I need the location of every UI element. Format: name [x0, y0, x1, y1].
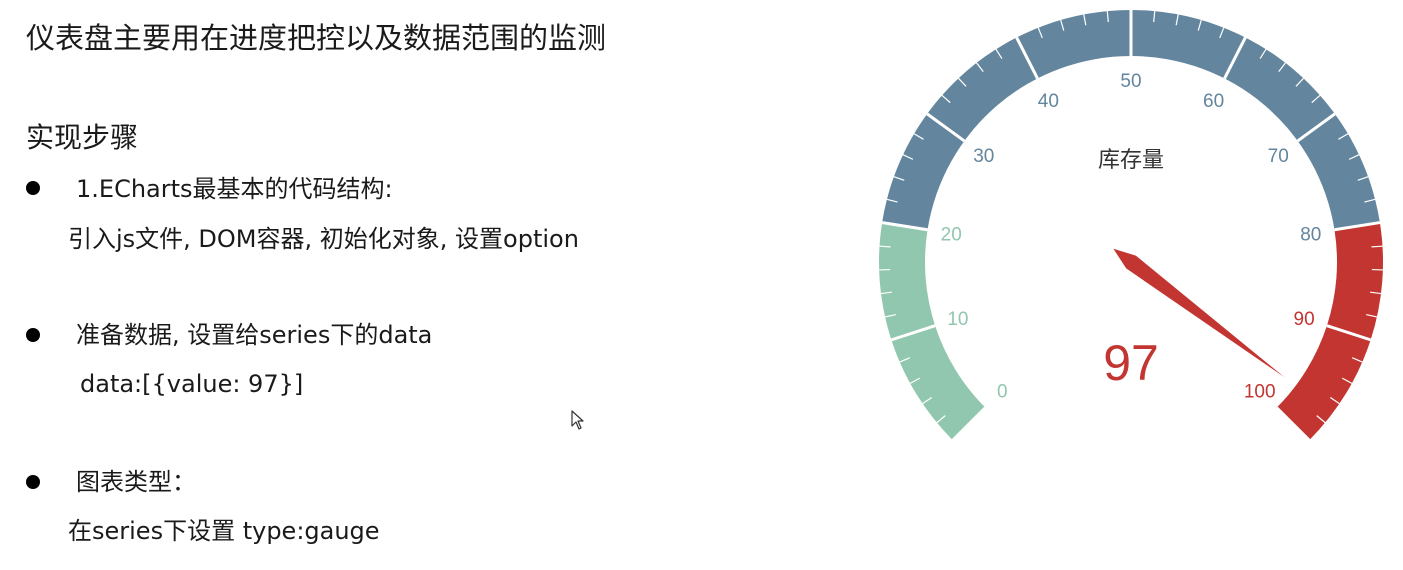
- gauge-minor-tick: [976, 62, 984, 72]
- instruction-panel: 仪表盘主要用在进度把控以及数据范围的监测 实现步骤 1.ECharts最基本的代…: [26, 21, 607, 545]
- gauge-tick-label: 0: [997, 382, 1008, 403]
- gauge-split-line: [1223, 36, 1247, 80]
- gauge-minor-tick: [886, 198, 898, 203]
- gauge-minor-tick: [1371, 245, 1383, 248]
- gauge-minor-tick: [1153, 11, 1156, 23]
- gauge-minor-tick: [1364, 198, 1376, 203]
- step-3-detail: 在series下设置 type:gauge: [68, 517, 380, 545]
- gauge-band-3: [1276, 222, 1383, 441]
- step-1-title: 1.ECharts最基本的代码结构:: [76, 175, 393, 203]
- gauge-tick-label: 50: [1120, 71, 1141, 92]
- gauge-minor-tick: [1329, 396, 1340, 405]
- gauge-pointer: [1113, 248, 1285, 377]
- gauge-minor-tick: [1357, 176, 1369, 181]
- gauge-minor-tick: [958, 77, 967, 87]
- gauge-minor-tick: [1175, 14, 1179, 26]
- gauge-minor-tick: [884, 313, 896, 318]
- gauge-pointer-group: [1113, 248, 1285, 377]
- gauge-split-line: [951, 406, 987, 442]
- gauge-minor-tick: [1338, 133, 1349, 140]
- gauge-tick-label: 30: [973, 146, 994, 167]
- gauge-chart: 0 10 20 30 40 50 60 70 80 90 100 库存量 97: [860, 0, 1403, 470]
- gauge-split-line: [1275, 406, 1311, 442]
- gauge-minor-tick: [1083, 14, 1087, 26]
- gauge-minor-tick: [1370, 291, 1382, 295]
- gauge-minor-tick: [1037, 27, 1043, 39]
- gauge-split-line: [1296, 112, 1336, 143]
- step-2-title: 准备数据, 设置给series下的data: [76, 321, 433, 349]
- gauge-minor-tick: [1311, 94, 1321, 104]
- gauge-tick-labels: 0 10 20 30 40 50 60 70 80 90 100: [941, 71, 1322, 403]
- gauge-band-1: [879, 222, 986, 441]
- gauge-tick-label: 40: [1038, 91, 1059, 112]
- gauge-minor-tick: [1295, 77, 1304, 87]
- bullet-2: [26, 328, 40, 342]
- gauge-value: 97: [1103, 335, 1159, 391]
- page-heading: 仪表盘主要用在进度把控以及数据范围的监测: [26, 21, 607, 55]
- gauge-tick-label: 100: [1244, 382, 1276, 403]
- gauge-tick-label: 70: [1268, 146, 1289, 167]
- step-1-detail: 引入js文件, DOM容器, 初始化对象, 设置option: [68, 225, 579, 253]
- gauge-split-line: [926, 112, 966, 143]
- gauge-tick-label: 20: [941, 225, 962, 246]
- gauge-tick-label: 90: [1294, 309, 1315, 330]
- gauge-split-line: [1015, 36, 1039, 80]
- gauge-minor-tick: [879, 245, 891, 248]
- gauge-minor-tick: [1348, 154, 1360, 160]
- gauge-minor-tick: [909, 377, 921, 384]
- gauge-minor-tick: [1366, 313, 1378, 318]
- gauge-minor-tick: [1316, 415, 1326, 424]
- gauge-minor-tick: [1219, 27, 1225, 39]
- gauge-minor-tick: [1259, 48, 1267, 59]
- gauge-ticks: [879, 10, 1383, 442]
- gauge-minor-tick: [880, 291, 892, 295]
- step-2-detail: data:[{value: 97}]: [80, 370, 304, 398]
- gauge-minor-tick: [913, 133, 924, 140]
- gauge-tick-label: 80: [1300, 225, 1321, 246]
- gauge-minor-tick: [995, 48, 1003, 59]
- gauge-axis-bands: [879, 9, 1383, 441]
- gauge-split-line: [1326, 324, 1372, 342]
- gauge-minor-tick: [899, 357, 911, 363]
- gauge-minor-tick: [1197, 19, 1202, 31]
- gauge-minor-tick: [1351, 357, 1363, 363]
- gauge-minor-tick: [893, 176, 905, 181]
- gauge-band-2: [882, 9, 1380, 230]
- gauge-minor-tick: [1341, 377, 1353, 384]
- gauge-minor-tick: [902, 154, 914, 160]
- gauge-minor-tick: [1106, 11, 1109, 23]
- gauge-split-line: [1334, 221, 1381, 232]
- gauge-tick-label: 60: [1203, 91, 1224, 112]
- gauge-minor-tick: [936, 415, 946, 424]
- gauge-minor-tick: [1060, 19, 1065, 31]
- gauge-tick-label: 10: [947, 309, 968, 330]
- section-title: 实现步骤: [26, 121, 139, 154]
- mouse-cursor-icon: [571, 410, 584, 430]
- gauge-minor-tick: [1278, 62, 1286, 72]
- gauge-split-line: [890, 324, 936, 342]
- bullet-3: [26, 475, 40, 489]
- gauge-split-line: [881, 221, 928, 232]
- gauge-title: 库存量: [1098, 148, 1164, 173]
- gauge-svg: 0 10 20 30 40 50 60 70 80 90 100 库存量 97: [879, 9, 1383, 442]
- gauge-minor-tick: [941, 94, 951, 104]
- bullet-1: [26, 181, 40, 195]
- step-3-title: 图表类型：: [76, 468, 196, 496]
- gauge-minor-tick: [922, 396, 933, 405]
